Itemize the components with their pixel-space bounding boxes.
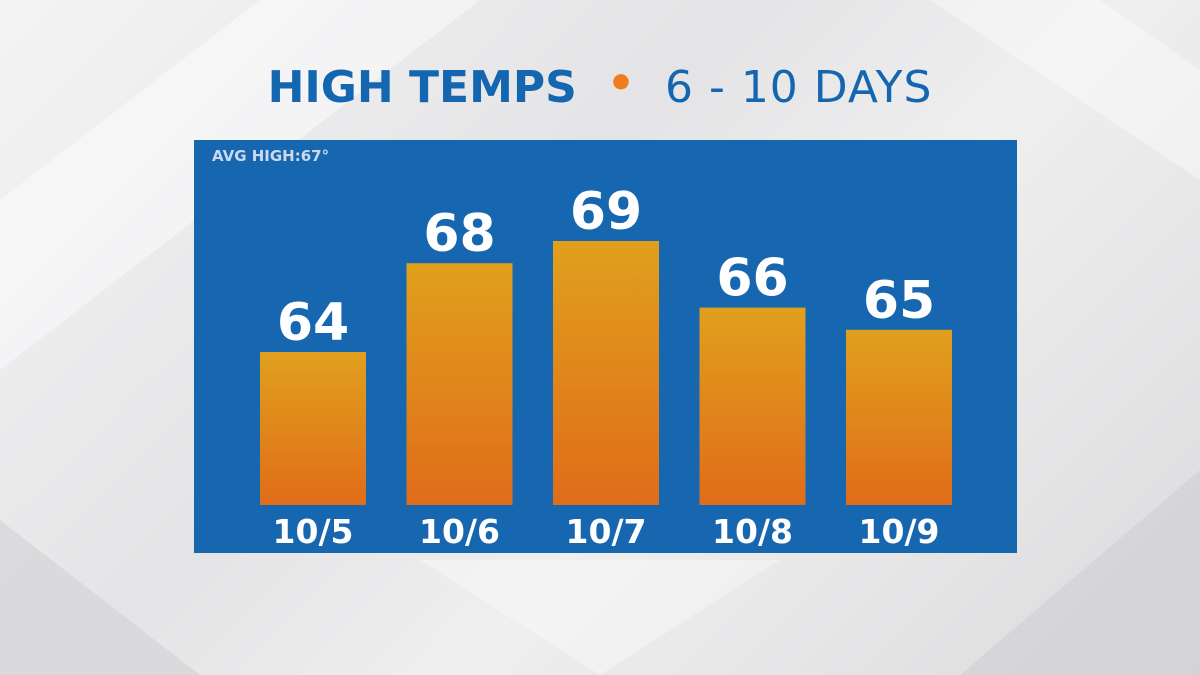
category-label: 10/7 bbox=[566, 512, 647, 551]
bar-value-label: 65 bbox=[863, 271, 935, 331]
category-label: 10/6 bbox=[419, 512, 500, 551]
category-label: 10/5 bbox=[273, 512, 354, 551]
bar-value-label: 68 bbox=[423, 204, 495, 264]
title-subtitle: 6 - 10 DAYS bbox=[664, 62, 933, 113]
bar-10/6 bbox=[406, 263, 513, 505]
bar-10/8 bbox=[699, 307, 806, 505]
title-main: HIGH TEMPS bbox=[267, 62, 577, 113]
bar-value-label: 66 bbox=[716, 249, 788, 309]
bar-10/5 bbox=[260, 352, 366, 505]
avg-high-annotation: AVG HIGH:67° bbox=[212, 147, 330, 165]
category-label: 10/8 bbox=[712, 512, 793, 551]
bar-value-label: 64 bbox=[277, 293, 349, 353]
bar-chart: 64 10/5 68 10/6 69 10/7 66 10/8 65 10/9 bbox=[260, 182, 952, 551]
chart-panel: AVG HIGH:67° 64 10/5 68 10/6 69 10/7 66 10/8 65 1… bbox=[194, 140, 1017, 553]
category-label: 10/9 bbox=[859, 512, 940, 551]
bar-10/7 bbox=[553, 241, 659, 505]
bar-value-label: 69 bbox=[570, 182, 642, 242]
title-separator-dot: • bbox=[606, 58, 635, 109]
bar-10/9 bbox=[846, 329, 952, 505]
chart-title: HIGH TEMPS • 6 - 10 DAYS bbox=[0, 58, 1200, 118]
